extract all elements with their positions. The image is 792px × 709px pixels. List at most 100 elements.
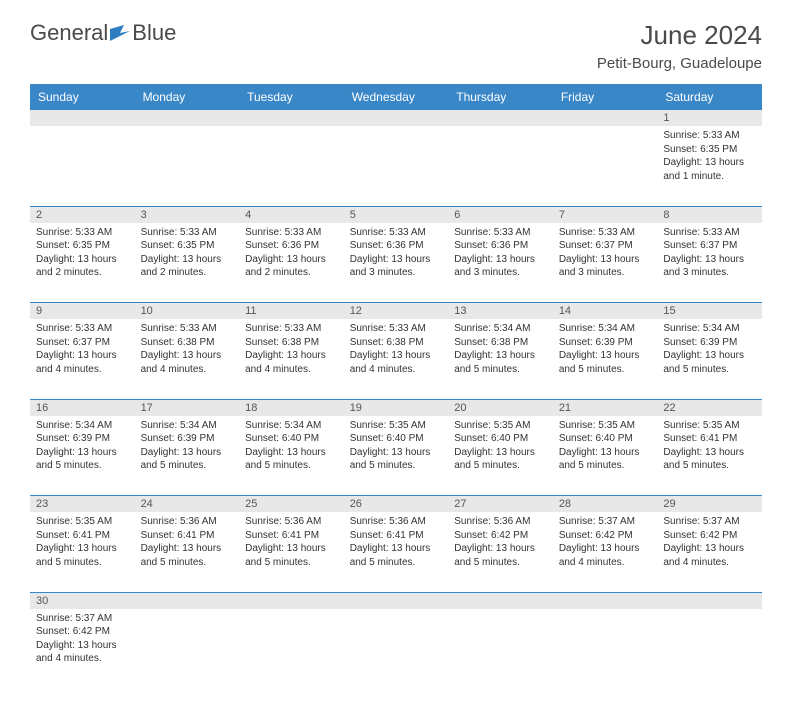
- day-cell: [344, 126, 449, 206]
- daylight: Daylight: 13 hours: [350, 446, 443, 460]
- day-cell: Sunrise: 5:34 AMSunset: 6:39 PMDaylight:…: [657, 319, 762, 399]
- sunrise: Sunrise: 5:33 AM: [454, 226, 547, 240]
- day-cell: Sunrise: 5:35 AMSunset: 6:40 PMDaylight:…: [344, 416, 449, 496]
- day-cell: Sunrise: 5:36 AMSunset: 6:41 PMDaylight:…: [135, 512, 240, 592]
- sunset: Sunset: 6:40 PM: [559, 432, 652, 446]
- sunrise: Sunrise: 5:33 AM: [350, 226, 443, 240]
- daylight: Daylight: 13 hours: [245, 349, 338, 363]
- daylight: Daylight: 13 hours: [36, 639, 129, 653]
- day-cell: Sunrise: 5:33 AMSunset: 6:37 PMDaylight:…: [30, 319, 135, 399]
- daylight: Daylight: 13 hours: [245, 253, 338, 267]
- day-cell: [239, 126, 344, 206]
- day-cell: Sunrise: 5:33 AMSunset: 6:37 PMDaylight:…: [657, 223, 762, 303]
- daylight: and 5 minutes.: [663, 459, 756, 473]
- sunrise: Sunrise: 5:36 AM: [141, 515, 234, 529]
- day-number: 20: [448, 399, 553, 416]
- daylight: Daylight: 13 hours: [36, 349, 129, 363]
- daylight: and 4 minutes.: [141, 363, 234, 377]
- day-detail-row: Sunrise: 5:33 AMSunset: 6:35 PMDaylight:…: [30, 126, 762, 206]
- sunrise: Sunrise: 5:35 AM: [454, 419, 547, 433]
- day-number: 21: [553, 399, 658, 416]
- daylight: Daylight: 13 hours: [350, 542, 443, 556]
- daylight: and 2 minutes.: [245, 266, 338, 280]
- day-number: 24: [135, 496, 240, 513]
- day-cell: Sunrise: 5:34 AMSunset: 6:39 PMDaylight:…: [135, 416, 240, 496]
- day-number: 11: [239, 303, 344, 320]
- day-number: [448, 592, 553, 609]
- sunrise: Sunrise: 5:33 AM: [663, 226, 756, 240]
- sunset: Sunset: 6:35 PM: [663, 143, 756, 157]
- day-header: Saturday: [657, 84, 762, 110]
- daylight: and 3 minutes.: [559, 266, 652, 280]
- sunrise: Sunrise: 5:33 AM: [141, 322, 234, 336]
- daylight: and 5 minutes.: [454, 556, 547, 570]
- day-number: 8: [657, 206, 762, 223]
- day-cell: Sunrise: 5:36 AMSunset: 6:42 PMDaylight:…: [448, 512, 553, 592]
- day-number: 14: [553, 303, 658, 320]
- day-number: 4: [239, 206, 344, 223]
- day-number: 22: [657, 399, 762, 416]
- sunset: Sunset: 6:39 PM: [36, 432, 129, 446]
- day-cell: Sunrise: 5:33 AMSunset: 6:35 PMDaylight:…: [135, 223, 240, 303]
- sunset: Sunset: 6:38 PM: [141, 336, 234, 350]
- sunrise: Sunrise: 5:33 AM: [36, 226, 129, 240]
- day-number: 9: [30, 303, 135, 320]
- daylight: and 1 minute.: [663, 170, 756, 184]
- daylight: and 5 minutes.: [141, 556, 234, 570]
- day-number-row: 9101112131415: [30, 303, 762, 320]
- daylight: and 5 minutes.: [36, 459, 129, 473]
- day-number: 30: [30, 592, 135, 609]
- sunrise: Sunrise: 5:34 AM: [663, 322, 756, 336]
- daylight: Daylight: 13 hours: [245, 446, 338, 460]
- sunrise: Sunrise: 5:33 AM: [245, 322, 338, 336]
- day-number: 18: [239, 399, 344, 416]
- day-cell: [553, 609, 658, 689]
- day-header: Monday: [135, 84, 240, 110]
- page-title: June 2024: [597, 20, 762, 51]
- day-detail-row: Sunrise: 5:33 AMSunset: 6:35 PMDaylight:…: [30, 223, 762, 303]
- day-cell: [135, 126, 240, 206]
- day-cell: Sunrise: 5:33 AMSunset: 6:38 PMDaylight:…: [239, 319, 344, 399]
- day-cell: [135, 609, 240, 689]
- day-cell: Sunrise: 5:35 AMSunset: 6:41 PMDaylight:…: [30, 512, 135, 592]
- daylight: and 5 minutes.: [559, 459, 652, 473]
- day-cell: Sunrise: 5:34 AMSunset: 6:40 PMDaylight:…: [239, 416, 344, 496]
- day-number: 1: [657, 110, 762, 126]
- day-cell: Sunrise: 5:33 AMSunset: 6:36 PMDaylight:…: [344, 223, 449, 303]
- day-header: Thursday: [448, 84, 553, 110]
- daylight: Daylight: 13 hours: [559, 446, 652, 460]
- sunrise: Sunrise: 5:35 AM: [350, 419, 443, 433]
- day-number: 7: [553, 206, 658, 223]
- sunrise: Sunrise: 5:34 AM: [36, 419, 129, 433]
- sunrise: Sunrise: 5:34 AM: [141, 419, 234, 433]
- sunset: Sunset: 6:37 PM: [559, 239, 652, 253]
- sunset: Sunset: 6:42 PM: [454, 529, 547, 543]
- day-cell: [239, 609, 344, 689]
- sunset: Sunset: 6:41 PM: [141, 529, 234, 543]
- day-header: Friday: [553, 84, 658, 110]
- sunset: Sunset: 6:40 PM: [454, 432, 547, 446]
- daylight: Daylight: 13 hours: [454, 446, 547, 460]
- day-number-row: 2345678: [30, 206, 762, 223]
- sunrise: Sunrise: 5:35 AM: [559, 419, 652, 433]
- header-right: June 2024 Petit-Bourg, Guadeloupe: [597, 20, 762, 72]
- day-detail-row: Sunrise: 5:34 AMSunset: 6:39 PMDaylight:…: [30, 416, 762, 496]
- daylight: Daylight: 13 hours: [454, 253, 547, 267]
- day-cell: Sunrise: 5:37 AMSunset: 6:42 PMDaylight:…: [657, 512, 762, 592]
- day-number: 27: [448, 496, 553, 513]
- daylight: Daylight: 13 hours: [559, 253, 652, 267]
- daylight: Daylight: 13 hours: [663, 349, 756, 363]
- day-number: 23: [30, 496, 135, 513]
- day-cell: [657, 609, 762, 689]
- day-cell: Sunrise: 5:34 AMSunset: 6:38 PMDaylight:…: [448, 319, 553, 399]
- flag-icon: [110, 25, 130, 41]
- sunset: Sunset: 6:42 PM: [559, 529, 652, 543]
- daylight: Daylight: 13 hours: [36, 446, 129, 460]
- day-cell: Sunrise: 5:33 AMSunset: 6:37 PMDaylight:…: [553, 223, 658, 303]
- day-cell: Sunrise: 5:33 AMSunset: 6:38 PMDaylight:…: [344, 319, 449, 399]
- daylight: and 5 minutes.: [141, 459, 234, 473]
- daylight: and 4 minutes.: [36, 652, 129, 666]
- day-detail-row: Sunrise: 5:37 AMSunset: 6:42 PMDaylight:…: [30, 609, 762, 689]
- sunrise: Sunrise: 5:36 AM: [454, 515, 547, 529]
- page: General Blue June 2024 Petit-Bourg, Guad…: [0, 0, 792, 709]
